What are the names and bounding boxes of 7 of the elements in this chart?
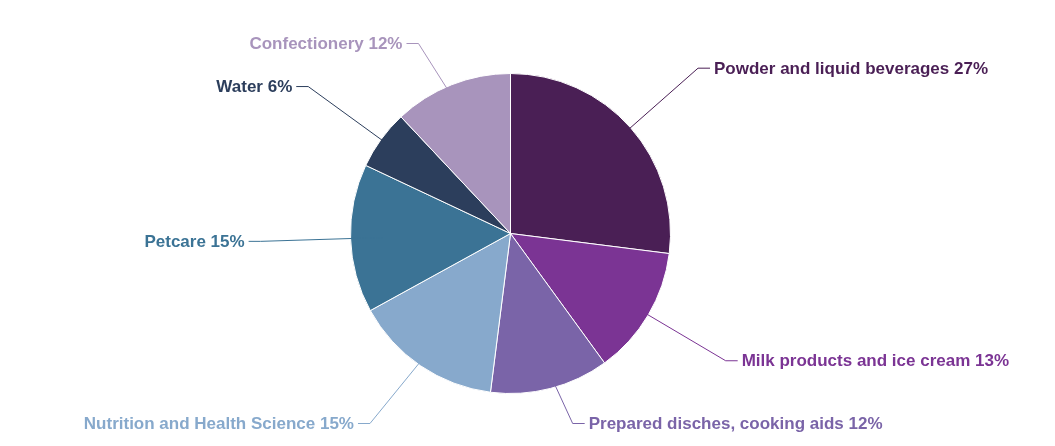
slice-label: Nutrition and Health Science 15% — [83, 414, 354, 433]
slice-label: Prepared disches, cooking aids 12% — [588, 414, 883, 433]
slice-label: Confectionery 12% — [249, 34, 403, 53]
slice-label: Milk products and ice cream 13% — [741, 351, 1010, 371]
slice-label: Powder and liquid beverages 27% — [714, 58, 989, 78]
slice-label: Water 6% — [216, 77, 293, 97]
slice-label: Petcare 15% — [144, 231, 245, 251]
